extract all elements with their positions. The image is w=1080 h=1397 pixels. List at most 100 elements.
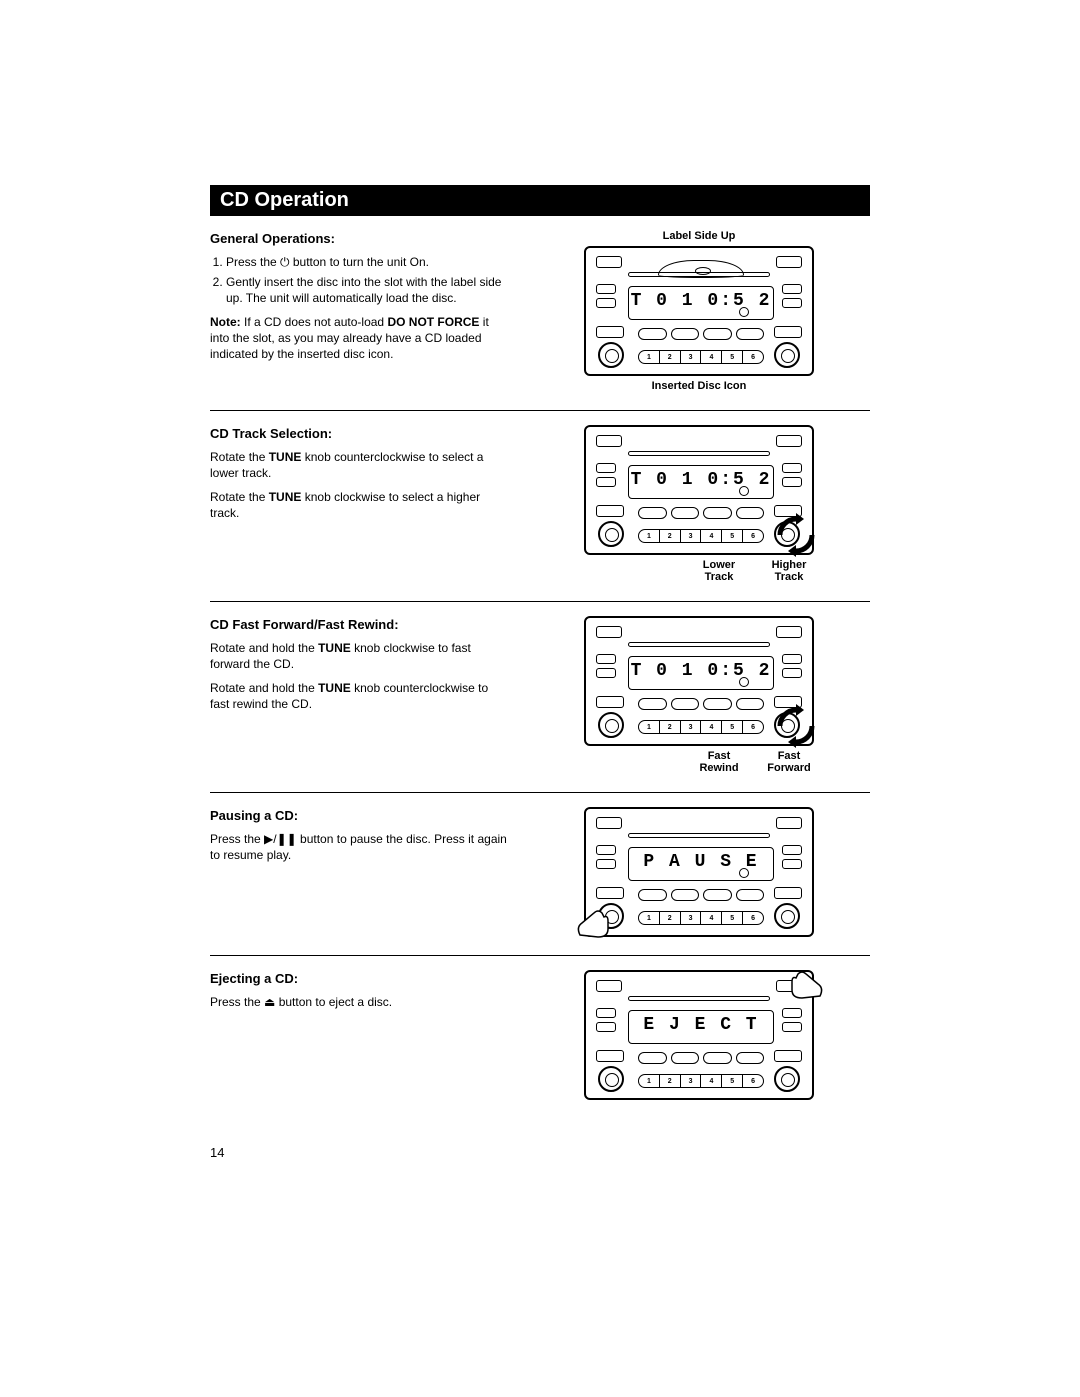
button-right-3 (774, 887, 802, 899)
pill-btn (736, 507, 765, 519)
step-1: Press the ⏻ button to turn the unit On. (226, 254, 510, 270)
lcd-display: T 0 1 0:5 2 (628, 465, 774, 499)
preset-5: 5 (722, 1075, 743, 1087)
button-top-left (596, 435, 622, 447)
button-left-3 (596, 326, 624, 338)
button-right-3 (774, 326, 802, 338)
p1-bold: TUNE (269, 450, 302, 464)
button-left-2 (596, 298, 616, 308)
preset-row: 1 2 3 4 5 6 (638, 529, 764, 543)
heading-ff: CD Fast Forward/Fast Rewind: (210, 616, 510, 634)
preset-5: 5 (722, 912, 743, 924)
text-column: CD Track Selection: Rotate the TUNE knob… (210, 425, 510, 583)
button-top-left (596, 980, 622, 992)
eject-p: Press the ⏏ button to eject a disc. (210, 994, 510, 1010)
preset-2: 2 (660, 530, 681, 542)
hand-pointer-icon (574, 905, 614, 941)
button-right-2 (782, 1022, 802, 1032)
l1: Lower (703, 559, 735, 571)
pill-btn (703, 328, 732, 340)
section-fast-forward: CD Fast Forward/Fast Rewind: Rotate and … (210, 616, 870, 793)
button-left-3 (596, 696, 624, 708)
label-fast-rewind: Fast Rewind (694, 750, 744, 774)
lcd-display: T 0 1 0:5 2 (628, 656, 774, 690)
preset-5: 5 (722, 351, 743, 363)
preset-1: 1 (639, 530, 660, 542)
button-top-left (596, 626, 622, 638)
preset-2: 2 (660, 721, 681, 733)
button-left-3 (596, 887, 624, 899)
preset-1: 1 (639, 912, 660, 924)
pill-btn (703, 889, 732, 901)
button-right-2 (782, 298, 802, 308)
cd-slot (628, 833, 770, 838)
preset-row: 1 2 3 4 5 6 (638, 350, 764, 364)
manual-page: CD Operation General Operations: Press t… (210, 185, 870, 1132)
preset-3: 3 (681, 351, 702, 363)
pill-btn (671, 698, 700, 710)
mid-buttons (638, 1052, 764, 1064)
label-higher-track: Higher Track (764, 559, 814, 583)
l2: Track (705, 571, 734, 583)
volume-knob (598, 342, 624, 368)
cd-slot (628, 451, 770, 456)
diagram-column: E J E C T 1 2 3 4 5 6 (528, 970, 870, 1100)
p2-pre: Rotate and hold the (210, 681, 318, 695)
pill-btn (638, 328, 667, 340)
preset-6: 6 (743, 721, 763, 733)
button-left-2 (596, 668, 616, 678)
p1-bold: TUNE (318, 641, 351, 655)
mid-buttons (638, 698, 764, 710)
preset-2: 2 (660, 1075, 681, 1087)
preset-2: 2 (660, 912, 681, 924)
preset-3: 3 (681, 721, 702, 733)
heading-pause: Pausing a CD: (210, 807, 510, 825)
pause-p: Press the ▶/❚❚ button to pause the disc.… (210, 831, 510, 863)
p-post: button to eject a disc. (275, 995, 392, 1009)
preset-3: 3 (681, 912, 702, 924)
pill-btn (638, 889, 667, 901)
button-left-1 (596, 284, 616, 294)
button-left-1 (596, 1008, 616, 1018)
preset-5: 5 (722, 721, 743, 733)
button-left-2 (596, 477, 616, 487)
hand-pointer-icon (786, 966, 826, 1002)
volume-knob (598, 712, 624, 738)
label-row: Lower Track Higher Track (584, 559, 814, 583)
pill-btn (638, 698, 667, 710)
diagram-column: T 0 1 0:5 2 1 2 3 4 5 (528, 616, 870, 774)
button-top-right (776, 817, 802, 829)
preset-row: 1 2 3 4 5 6 (638, 720, 764, 734)
pill-btn (736, 328, 765, 340)
ff-p1: Rotate and hold the TUNE knob clockwise … (210, 640, 510, 672)
button-top-left (596, 256, 622, 268)
p-pre: Press the (210, 832, 264, 846)
button-top-right (776, 626, 802, 638)
inserted-disc-icon (739, 677, 749, 687)
preset-4: 4 (701, 351, 722, 363)
heading-track: CD Track Selection: (210, 425, 510, 443)
text-column: Pausing a CD: Press the ▶/❚❚ button to p… (210, 807, 510, 937)
power-icon: ⏻ (280, 255, 290, 269)
radio-diagram: P A U S E 1 2 3 4 5 (584, 807, 814, 937)
note-bold: DO NOT FORCE (387, 315, 479, 329)
lcd-display: T 0 1 0:5 2 (628, 286, 774, 320)
preset-6: 6 (743, 912, 763, 924)
inserted-disc-icon (739, 868, 749, 878)
step1-pre: Press the (226, 255, 280, 269)
lcd-display: E J E C T (628, 1010, 774, 1044)
lcd-text: T 0 1 0:5 2 (631, 470, 772, 490)
page-number: 14 (210, 1145, 224, 1160)
heading-eject: Ejecting a CD: (210, 970, 510, 988)
text-column: General Operations: Press the ⏻ button t… (210, 230, 510, 392)
preset-2: 2 (660, 351, 681, 363)
inserted-disc-icon (739, 486, 749, 496)
pill-btn (638, 1052, 667, 1064)
button-right-1 (782, 463, 802, 473)
cd-slot (628, 996, 770, 1001)
button-right-2 (782, 477, 802, 487)
pill-btn (703, 507, 732, 519)
preset-1: 1 (639, 1075, 660, 1087)
pill-btn (736, 698, 765, 710)
section-pause: Pausing a CD: Press the ▶/❚❚ button to p… (210, 807, 870, 956)
